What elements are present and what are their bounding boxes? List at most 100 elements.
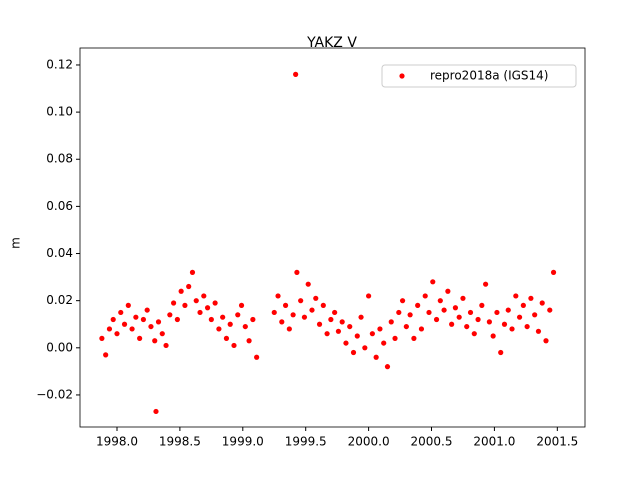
point bbox=[369, 331, 375, 337]
point bbox=[524, 323, 530, 330]
point bbox=[494, 309, 500, 316]
x-tick-label: 2000.0 bbox=[348, 435, 390, 449]
y-tick-label: 0.08 bbox=[46, 152, 73, 166]
point bbox=[490, 333, 496, 339]
point bbox=[475, 316, 481, 323]
point bbox=[282, 302, 289, 308]
point bbox=[144, 307, 150, 313]
point bbox=[186, 283, 192, 290]
point bbox=[320, 302, 326, 308]
point bbox=[125, 302, 131, 308]
point bbox=[501, 321, 508, 327]
point bbox=[309, 307, 315, 313]
point bbox=[227, 321, 233, 327]
point bbox=[313, 295, 319, 301]
point bbox=[305, 281, 311, 287]
point bbox=[373, 354, 379, 360]
point bbox=[411, 335, 417, 341]
x-tick-label: 1998.0 bbox=[96, 435, 138, 449]
point bbox=[430, 279, 436, 285]
point bbox=[332, 309, 338, 316]
point bbox=[452, 305, 459, 311]
point bbox=[422, 293, 428, 299]
point bbox=[339, 319, 345, 325]
point bbox=[140, 316, 147, 323]
point bbox=[426, 309, 432, 316]
point bbox=[415, 302, 421, 308]
point bbox=[407, 312, 413, 318]
point bbox=[246, 338, 252, 344]
point bbox=[208, 316, 214, 323]
point bbox=[153, 408, 159, 415]
point bbox=[520, 302, 526, 308]
point bbox=[498, 349, 504, 356]
point bbox=[354, 333, 360, 339]
point bbox=[171, 300, 177, 306]
chart-title: YAKZ V bbox=[306, 35, 357, 51]
y-axis-label: m bbox=[9, 237, 23, 249]
point bbox=[129, 326, 135, 332]
point bbox=[509, 326, 515, 332]
point bbox=[133, 314, 139, 320]
plot-frame bbox=[79, 47, 586, 428]
point bbox=[467, 309, 474, 316]
point bbox=[231, 342, 237, 349]
point bbox=[286, 326, 292, 332]
point bbox=[152, 338, 158, 344]
point bbox=[384, 364, 391, 370]
point bbox=[174, 316, 180, 323]
point bbox=[290, 312, 296, 318]
x-tick-label: 1999.0 bbox=[222, 435, 264, 449]
y-tick-label: 0.04 bbox=[46, 246, 73, 260]
point bbox=[121, 321, 128, 327]
point bbox=[197, 309, 203, 316]
point bbox=[301, 314, 308, 320]
point bbox=[486, 319, 492, 325]
point bbox=[220, 314, 226, 320]
x-tick-label: 1998.5 bbox=[159, 435, 201, 449]
y-tick-label: 0.06 bbox=[46, 199, 73, 213]
y-tick-label: 0.12 bbox=[46, 57, 73, 71]
point bbox=[271, 309, 277, 316]
point bbox=[547, 307, 553, 313]
point bbox=[528, 295, 534, 301]
point bbox=[543, 338, 549, 344]
point bbox=[539, 300, 545, 306]
point bbox=[388, 319, 394, 325]
point bbox=[223, 335, 230, 341]
point bbox=[238, 302, 245, 308]
point bbox=[399, 298, 406, 304]
legend-label: repro2018a (IGS14) bbox=[430, 69, 548, 83]
point bbox=[392, 335, 398, 341]
point bbox=[118, 309, 124, 316]
point bbox=[335, 328, 342, 334]
point bbox=[254, 354, 260, 360]
point bbox=[110, 316, 116, 323]
legend-marker bbox=[399, 73, 405, 79]
x-tick-label: 2000.5 bbox=[411, 435, 453, 449]
point bbox=[441, 307, 447, 313]
x-tick-label: 2001.5 bbox=[536, 435, 578, 449]
point bbox=[532, 312, 538, 318]
point bbox=[456, 314, 462, 320]
point bbox=[316, 321, 323, 327]
point bbox=[204, 305, 211, 311]
point bbox=[328, 316, 334, 323]
point bbox=[437, 298, 443, 304]
point bbox=[275, 293, 281, 299]
point bbox=[167, 312, 173, 318]
y-tick-label: 0.10 bbox=[46, 105, 73, 119]
point bbox=[479, 302, 485, 308]
point bbox=[445, 288, 451, 294]
point bbox=[471, 331, 477, 337]
point bbox=[350, 349, 357, 356]
point bbox=[242, 323, 248, 330]
point bbox=[483, 281, 489, 287]
point bbox=[449, 321, 455, 327]
point bbox=[159, 331, 165, 337]
legend-box bbox=[381, 64, 577, 88]
point bbox=[396, 309, 402, 316]
point bbox=[464, 323, 470, 330]
point bbox=[358, 314, 364, 320]
point bbox=[293, 71, 299, 77]
